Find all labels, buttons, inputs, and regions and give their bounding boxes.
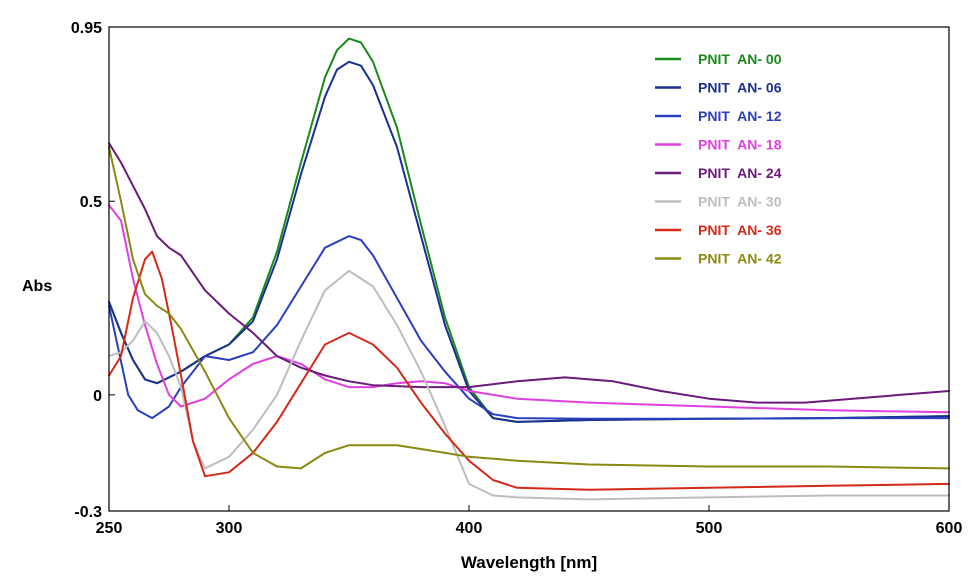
y-axis-label: Abs <box>22 278 52 295</box>
x-tick-label: 250 <box>96 520 123 537</box>
legend-label-1: PNIT AN- 06 <box>698 80 782 96</box>
y-tick-label: 0 <box>93 388 102 405</box>
plot-frame <box>108 26 950 512</box>
x-tick-label: 600 <box>936 520 963 537</box>
x-tick-label: 500 <box>696 520 723 537</box>
legend-label-4: PNIT AN- 24 <box>698 165 782 181</box>
y-tick-label: -0.3 <box>74 504 102 521</box>
series-line-6 <box>108 250 950 491</box>
y-tick-label: 0.95 <box>71 20 102 37</box>
series-line-2 <box>108 235 950 420</box>
x-axis-label: Wavelength [nm] <box>461 553 597 572</box>
legend-label-5: PNIT AN- 30 <box>698 194 782 210</box>
legend-label-6: PNIT AN- 36 <box>698 222 782 238</box>
x-tick-label: 300 <box>216 520 243 537</box>
series-line-1 <box>108 60 950 423</box>
tick-layer: 250 300 400 500 600 -0.3 0 0.5 0.95 <box>71 20 963 537</box>
legend-label-0: PNIT AN- 00 <box>698 51 782 67</box>
legend-label-7: PNIT AN- 42 <box>698 251 782 267</box>
series-line-5 <box>108 269 950 501</box>
legend: PNIT AN- 00 PNIT AN- 06 PNIT AN- 12 PNIT AN… <box>655 51 782 267</box>
series-line-4 <box>108 142 950 404</box>
y-tick-label: 0.5 <box>80 194 102 211</box>
legend-label-3: PNIT AN- 18 <box>698 137 782 153</box>
legend-label-2: PNIT AN- 12 <box>698 108 782 124</box>
series-layer <box>108 37 950 501</box>
x-tick-label: 400 <box>456 520 483 537</box>
series-line-7 <box>108 146 950 470</box>
